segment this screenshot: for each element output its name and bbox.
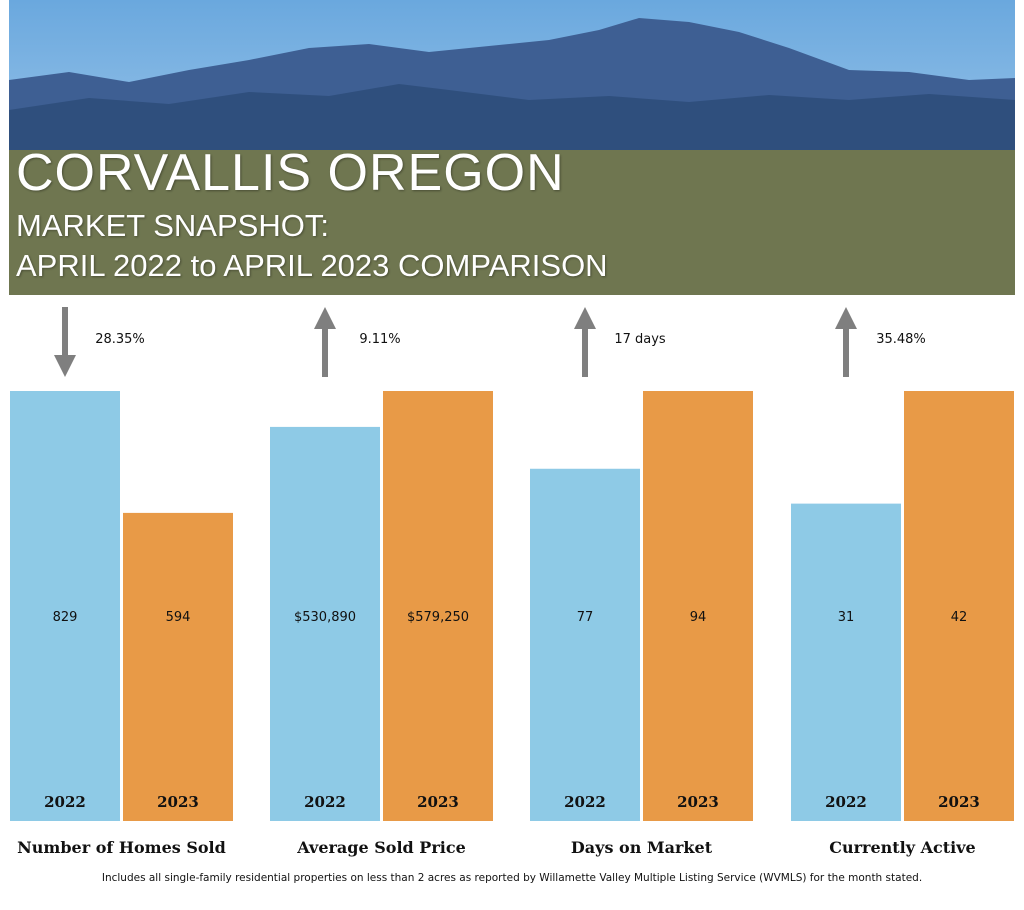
arrow-up-icon	[322, 327, 328, 377]
arrow-up-icon	[843, 327, 849, 377]
bar-2022	[530, 468, 640, 821]
change-label: 9.11%	[359, 332, 400, 347]
bar-value-label: 829	[53, 610, 78, 625]
bar-value-label: 42	[951, 610, 968, 625]
change-label: 35.48%	[876, 332, 926, 347]
bar-value-label: 594	[166, 610, 191, 625]
arrow-up-head-icon	[835, 307, 857, 329]
bar-2023	[643, 391, 753, 821]
category-label: Number of Homes Sold	[17, 838, 226, 857]
change-label: 17 days	[614, 332, 666, 347]
footnote: Includes all single-family residential p…	[101, 872, 923, 884]
bar-year-label: 2022	[44, 793, 86, 811]
bar-value-label: 94	[690, 610, 707, 625]
hero-banner: CORVALLIS OREGON MARKET SNAPSHOT: APRIL …	[9, 0, 1015, 295]
hero-landscape-image	[9, 0, 1015, 295]
category-label: Currently Active	[829, 838, 975, 857]
page-title: CORVALLIS OREGON	[16, 144, 565, 202]
bar-value-label: 77	[577, 610, 594, 625]
category-label: Days on Market	[571, 838, 713, 857]
bar-value-label: 31	[838, 610, 855, 625]
bar-value-label: $530,890	[294, 610, 356, 625]
bar-year-label: 2022	[825, 793, 867, 811]
bar-2022	[270, 426, 380, 821]
change-label: 28.35%	[95, 332, 145, 347]
arrow-up-head-icon	[314, 307, 336, 329]
bar-year-label: 2022	[304, 793, 346, 811]
market-comparison-chart: 829 2022 594 2023 Number of Homes Sold 28.35%…	[10, 307, 1014, 857]
category-label: Average Sold Price	[296, 838, 466, 857]
bar-year-label: 2023	[157, 793, 199, 811]
bar-2023	[383, 391, 493, 821]
arrow-up-icon	[582, 327, 588, 377]
bar-year-label: 2023	[677, 793, 719, 811]
page-subtitle-comparison: APRIL 2022 to APRIL 2023 COMPARISON	[16, 248, 608, 283]
bar-year-label: 2023	[938, 793, 980, 811]
arrow-down-icon	[62, 307, 68, 357]
arrow-down-head-icon	[54, 355, 76, 377]
bar-2023	[904, 391, 1014, 821]
arrow-up-head-icon	[574, 307, 596, 329]
bar-2023	[123, 512, 233, 821]
page-subtitle: MARKET SNAPSHOT:	[16, 208, 329, 243]
bar-year-label: 2023	[417, 793, 459, 811]
bar-2022	[10, 391, 120, 821]
bar-2022	[791, 503, 901, 821]
city-foreground	[9, 150, 1015, 295]
bar-value-label: $579,250	[407, 610, 469, 625]
bar-year-label: 2022	[564, 793, 606, 811]
